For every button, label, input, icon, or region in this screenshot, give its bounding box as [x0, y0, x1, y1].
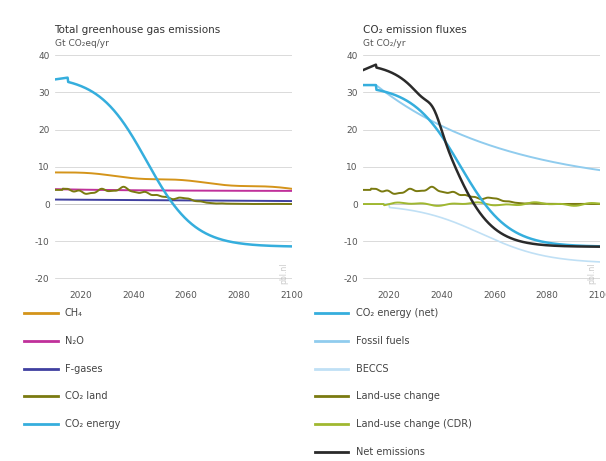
Text: BECCS: BECCS: [356, 364, 388, 374]
Text: Gt CO₂/yr: Gt CO₂/yr: [363, 39, 405, 48]
Text: CO₂ emission fluxes: CO₂ emission fluxes: [363, 25, 467, 35]
Text: Land-use change (CDR): Land-use change (CDR): [356, 419, 471, 429]
Text: pbl.nl: pbl.nl: [587, 262, 596, 284]
Text: pbl.nl: pbl.nl: [279, 262, 288, 284]
Text: N₂O: N₂O: [65, 336, 84, 346]
Text: Land-use change: Land-use change: [356, 391, 439, 402]
Text: CO₂ land: CO₂ land: [65, 391, 107, 402]
Text: CH₄: CH₄: [65, 308, 83, 319]
Text: Total greenhouse gas emissions: Total greenhouse gas emissions: [55, 25, 221, 35]
Text: Fossil fuels: Fossil fuels: [356, 336, 409, 346]
Text: CO₂ energy: CO₂ energy: [65, 419, 120, 429]
Text: Net emissions: Net emissions: [356, 447, 425, 457]
Text: F-gases: F-gases: [65, 364, 102, 374]
Text: Gt CO₂eq/yr: Gt CO₂eq/yr: [55, 39, 108, 48]
Text: CO₂ energy (net): CO₂ energy (net): [356, 308, 438, 319]
